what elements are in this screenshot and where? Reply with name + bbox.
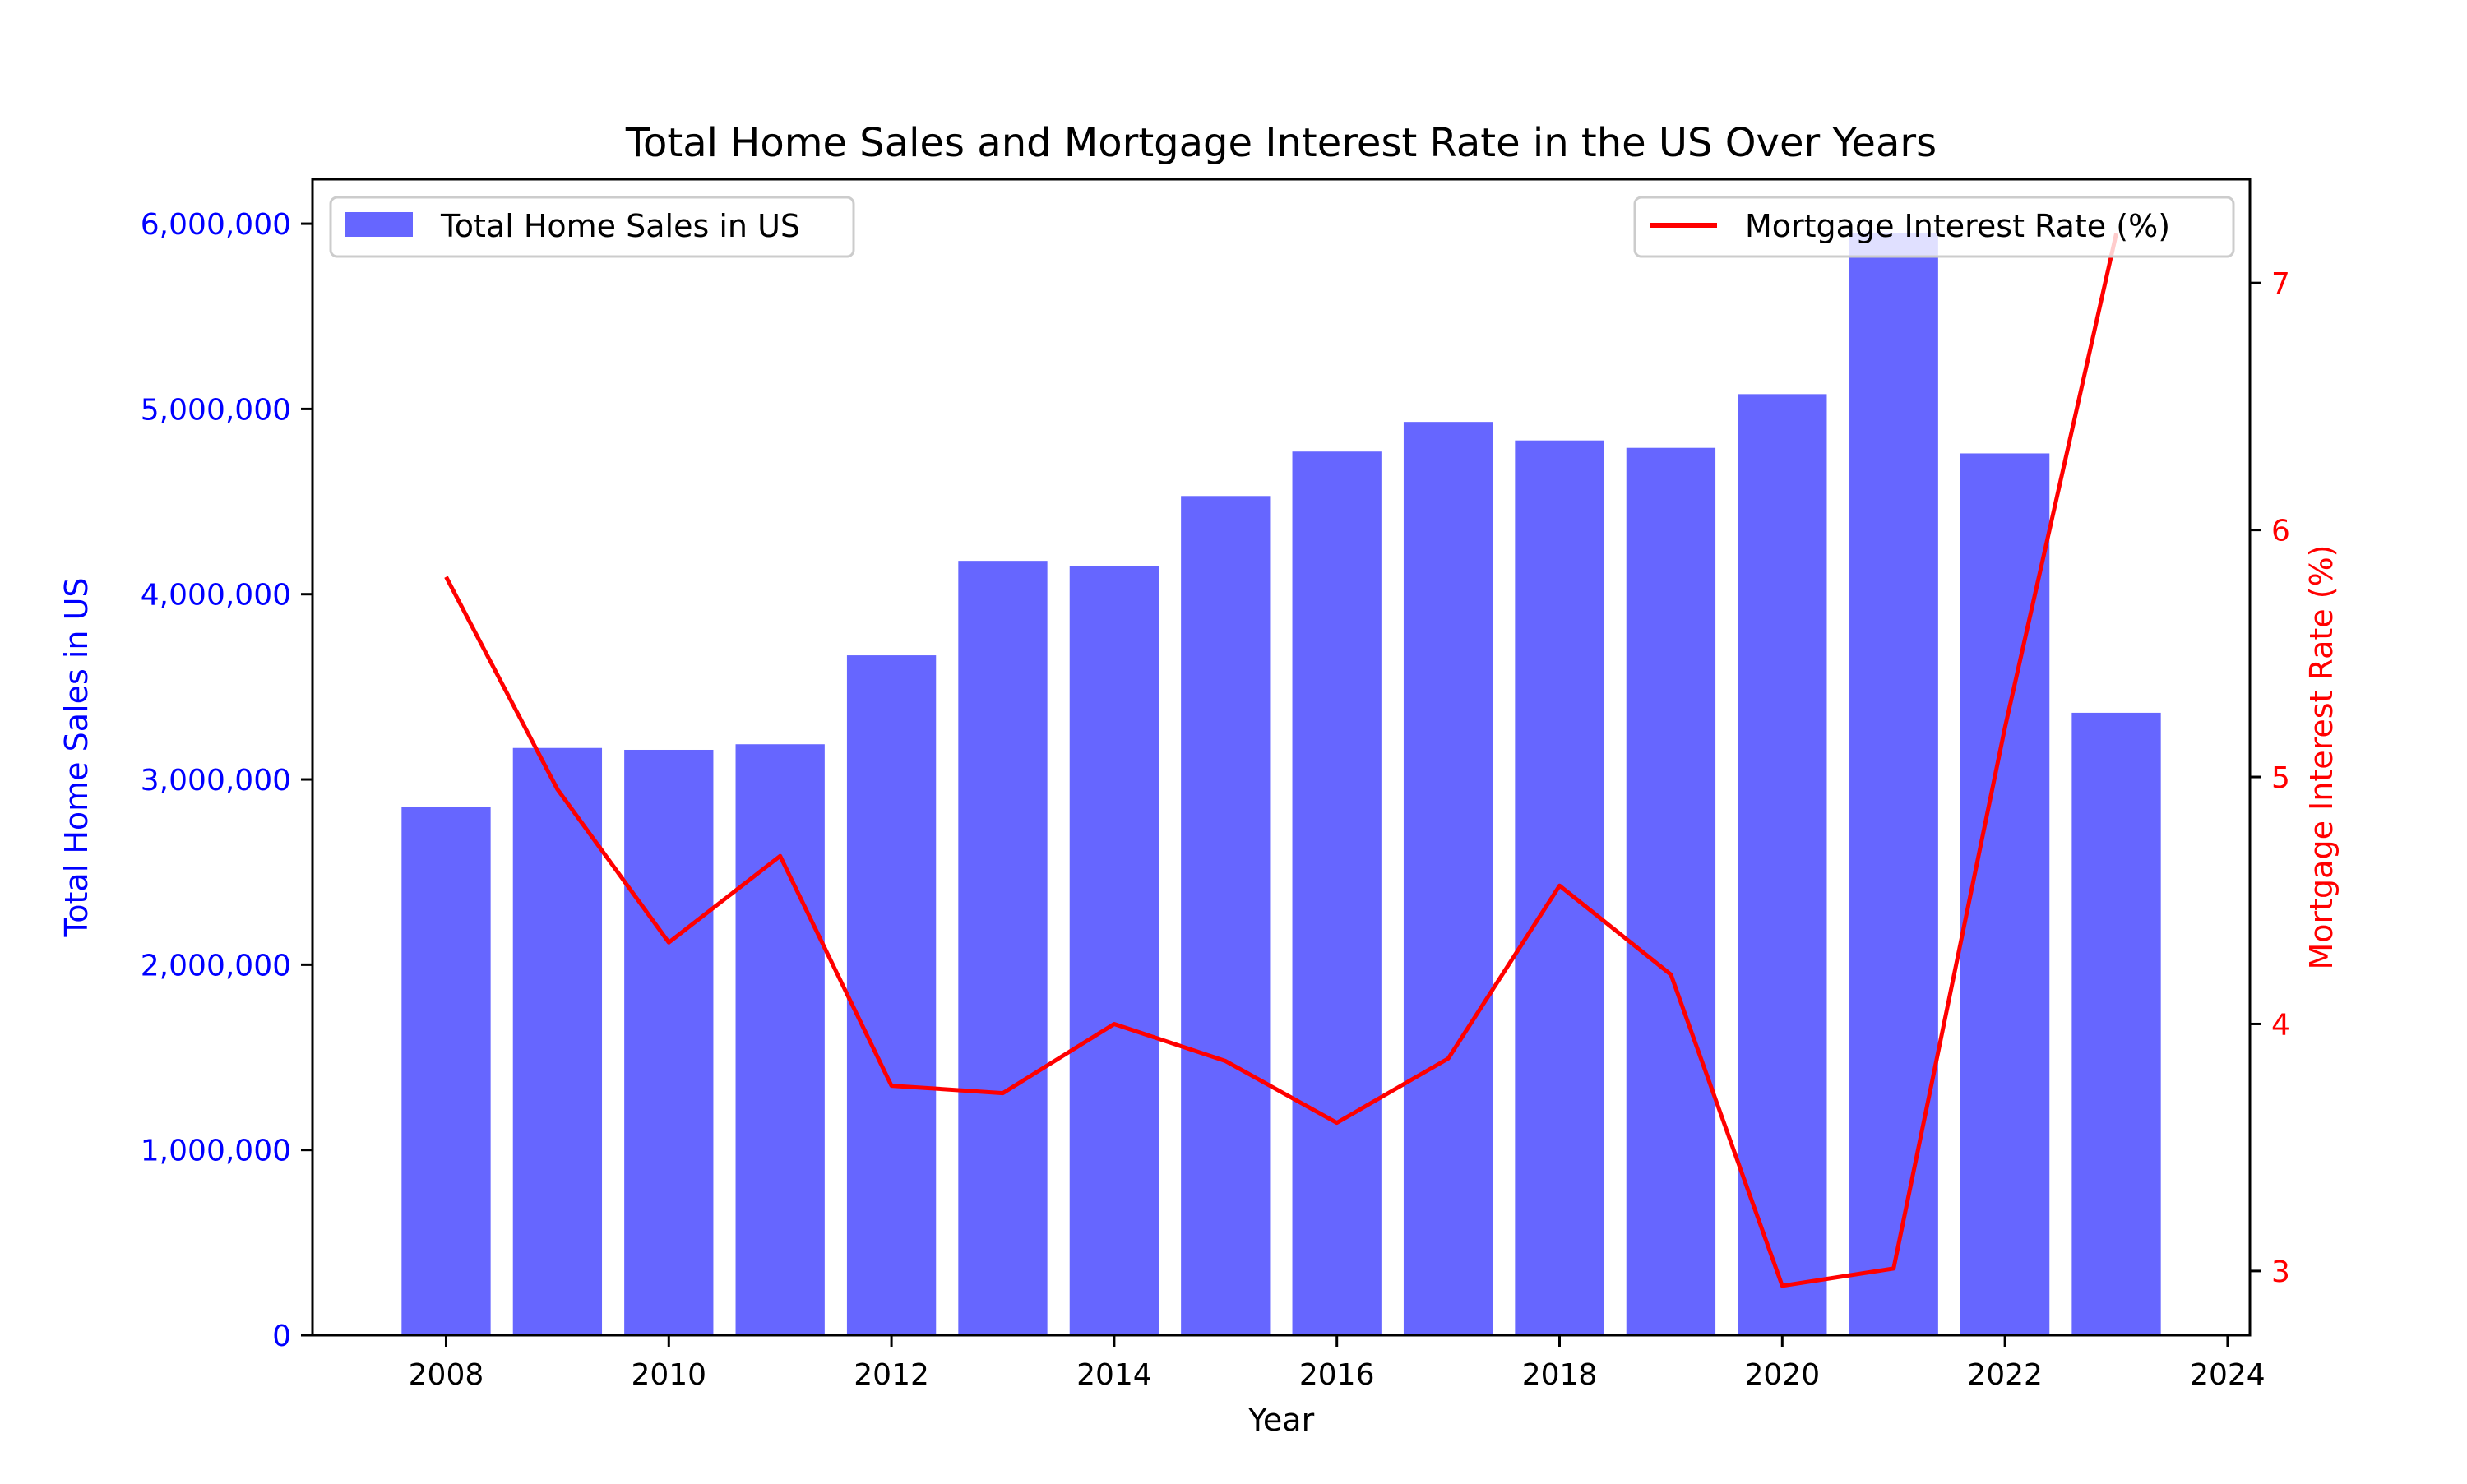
- bar-2020: [1738, 394, 1827, 1335]
- x-axis-label: Year: [1247, 1402, 1315, 1438]
- y-right-tick-label-6: 6: [2271, 515, 2290, 548]
- bar-2016: [1292, 451, 1382, 1335]
- legend-rate-frame: [1633, 196, 2235, 258]
- x-axis: 2008 2010 2012 2014 2016 2018 2020 2022 2024: [409, 1335, 2266, 1392]
- y-right-tick-label-4: 4: [2271, 1008, 2290, 1042]
- legend-sales-frame: [329, 196, 855, 258]
- bar-2011: [735, 744, 825, 1335]
- bar-2015: [1181, 496, 1271, 1335]
- x-tick-label-2024: 2024: [2190, 1358, 2266, 1392]
- bar-2013: [958, 561, 1048, 1335]
- bar-2009: [512, 747, 603, 1335]
- x-tick-label-2020: 2020: [1744, 1358, 1820, 1392]
- y-right-axis: 3 4 5 6 7: [2250, 267, 2290, 1289]
- y-left-tick-label-5000000: 5,000,000: [141, 393, 291, 427]
- x-tick-label-2012: 2012: [854, 1358, 929, 1392]
- y-left-tick-label-0: 0: [272, 1320, 291, 1353]
- y-left-tick-label-2000000: 2,000,000: [141, 949, 291, 982]
- x-tick-label-2008: 2008: [409, 1358, 484, 1392]
- y-left-tick-label-1000000: 1,000,000: [141, 1135, 291, 1168]
- y-right-tick-label-5: 5: [2271, 761, 2290, 795]
- x-tick-label-2016: 2016: [1299, 1358, 1375, 1392]
- legend-sales: Total Home Sales in US: [329, 196, 855, 258]
- bars-layer: [401, 233, 2161, 1336]
- bar-2017: [1403, 422, 1493, 1336]
- y-right-tick-label-7: 7: [2271, 267, 2290, 301]
- y-right-tick-label-3: 3: [2271, 1255, 2290, 1289]
- line-layer: [444, 233, 2118, 1288]
- legend-sales-label: Total Home Sales in US: [440, 208, 800, 244]
- y-left-tick-label-3000000: 3,000,000: [141, 764, 291, 797]
- x-tick-label-2022: 2022: [1967, 1358, 2043, 1392]
- x-tick-label-2018: 2018: [1522, 1358, 1598, 1392]
- x-tick-label-2010: 2010: [631, 1358, 706, 1392]
- legend-rate: Mortgage Interest Rate (%): [1633, 196, 2235, 258]
- chart-title: Total Home Sales and Mortgage Interest R…: [625, 120, 1937, 166]
- bar-2019: [1626, 447, 1716, 1336]
- y-left-tick-label-4000000: 4,000,000: [141, 579, 291, 613]
- y-left-tick-label-6000000: 6,000,000: [141, 208, 291, 242]
- y-left-axis-label: Total Home Sales in US: [58, 578, 95, 938]
- bar-2021: [1849, 233, 1938, 1336]
- x-tick-label-2014: 2014: [1076, 1358, 1152, 1392]
- bar-2014: [1069, 566, 1159, 1335]
- y-left-axis: 0 1,000,000 2,000,000 3,000,000 4,000,000 5,0…: [141, 208, 312, 1353]
- rate-line: [444, 233, 2118, 1288]
- bar-2012: [846, 655, 937, 1335]
- bar-2010: [624, 749, 714, 1335]
- legend-rate-label: Mortgage Interest Rate (%): [1745, 208, 2170, 244]
- plot-frame: [311, 178, 2252, 1337]
- bar-2023: [2071, 712, 2161, 1335]
- y-right-axis-label: Mortgage Interest Rate (%): [2303, 544, 2340, 969]
- bar-2008: [401, 807, 491, 1335]
- legend-sales-swatch: [345, 212, 413, 237]
